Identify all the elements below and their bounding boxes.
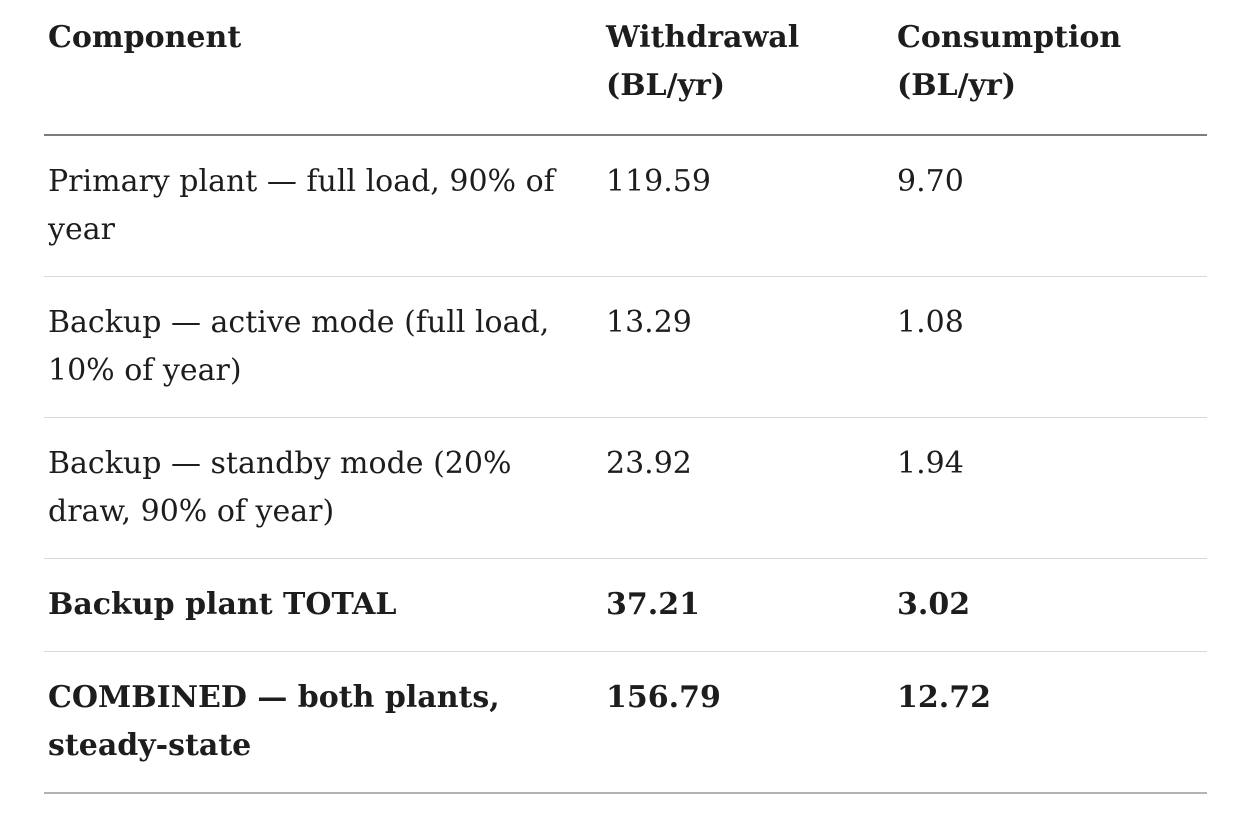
withdrawal-cell: 119.59 [602,135,893,277]
component-cell: Backup — standby mode (20% draw, 90% of … [44,417,602,559]
consumption-cell: 1.08 [893,276,1207,418]
withdrawal-cell: 13.29 [602,276,893,418]
withdrawal-cell: 156.79 [602,651,893,794]
component-cell: Primary plant — full load, 90% of year [44,135,602,277]
consumption-cell: 3.02 [893,558,1207,652]
consumption-cell: 1.94 [893,417,1207,559]
table-row: Primary plant — full load, 90% of year 1… [44,135,1207,277]
header-row: Component Withdrawal (BL/yr) Consumption… [44,0,1207,136]
table-header: Component Withdrawal (BL/yr) Consumption… [44,0,1207,136]
consumption-cell: 9.70 [893,135,1207,277]
withdrawal-cell: 23.92 [602,417,893,559]
water-use-table: Component Withdrawal (BL/yr) Consumption… [44,0,1207,794]
component-cell: Backup plant TOTAL [44,558,602,652]
table-row: Backup — active mode (full load, 10% of … [44,276,1207,418]
column-header-component: Component [44,0,602,136]
consumption-cell: 12.72 [893,651,1207,794]
table-row-backup-total: Backup plant TOTAL 37.21 3.02 [44,558,1207,652]
column-header-withdrawal: Withdrawal (BL/yr) [602,0,893,136]
component-cell: COMBINED — both plants, steady-state [44,651,602,794]
component-cell: Backup — active mode (full load, 10% of … [44,276,602,418]
withdrawal-cell: 37.21 [602,558,893,652]
table-row: Backup — standby mode (20% draw, 90% of … [44,417,1207,559]
column-header-consumption: Consumption (BL/yr) [893,0,1207,136]
table-row-combined-total: COMBINED — both plants, steady-state 156… [44,651,1207,794]
table-body: Primary plant — full load, 90% of year 1… [44,135,1207,794]
